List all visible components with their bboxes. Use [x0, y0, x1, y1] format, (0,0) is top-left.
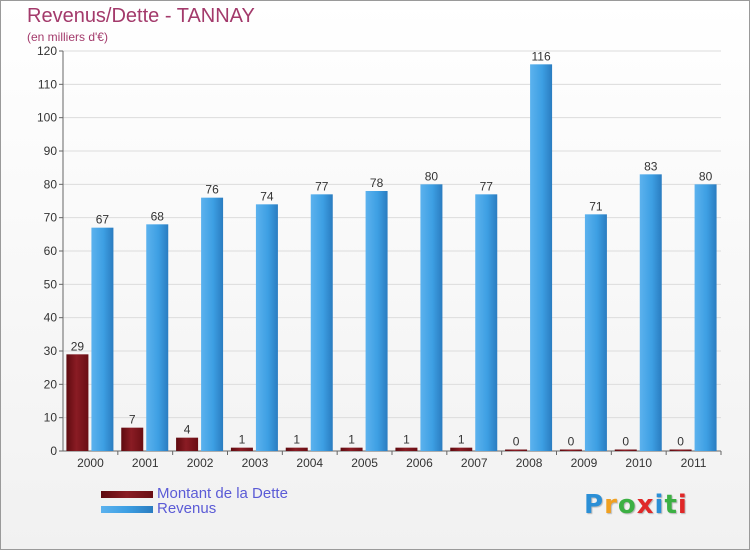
- legend-label-debt: Montant de la Dette: [157, 485, 288, 502]
- data-label-debt-2006: 1: [403, 433, 410, 447]
- labels: 0102030405060708090100110120296720007682…: [37, 44, 713, 470]
- data-label-debt-2010: 0: [622, 435, 629, 449]
- x-tick-label-2008: 2008: [516, 456, 543, 470]
- y-tick-label: 100: [37, 111, 57, 125]
- bar-revenus-2001: [146, 224, 169, 451]
- logo-letter: r: [604, 490, 618, 520]
- data-label-revenus-2010: 83: [644, 159, 658, 173]
- x-tick-label-2010: 2010: [625, 456, 652, 470]
- bar-revenus-2004: [310, 194, 333, 452]
- data-label-debt-2011: 0: [677, 435, 684, 449]
- bar-revenus-2010: [639, 174, 662, 452]
- data-label-revenus-2007: 77: [480, 179, 494, 193]
- bar-debt-2002: [176, 437, 199, 451]
- data-label-revenus-2004: 77: [315, 179, 329, 193]
- x-tick-label-2006: 2006: [406, 456, 433, 470]
- data-label-revenus-2001: 68: [151, 209, 165, 223]
- x-tick-label-2011: 2011: [681, 456, 707, 470]
- bar-debt-2000: [66, 354, 89, 451]
- bar-debt-2001: [121, 427, 144, 451]
- data-label-debt-2001: 7: [129, 413, 136, 427]
- bar-revenus-2008: [530, 64, 553, 452]
- data-label-debt-2005: 1: [348, 433, 355, 447]
- chart-title: Revenus/Dette - TANNAY: [27, 5, 255, 27]
- data-label-debt-2008: 0: [513, 435, 520, 449]
- data-label-debt-2000: 29: [71, 339, 85, 353]
- bar-debt-2008: [505, 449, 528, 451]
- logo-letter: i: [654, 490, 665, 520]
- x-tick-label-2007: 2007: [461, 456, 488, 470]
- y-tick-label: 90: [44, 144, 58, 158]
- data-label-debt-2003: 1: [239, 433, 246, 447]
- y-tick-label: 0: [50, 444, 57, 458]
- data-label-debt-2004: 1: [293, 433, 300, 447]
- y-tick-label: 40: [44, 311, 58, 325]
- x-tick-label-2004: 2004: [296, 456, 323, 470]
- bar-revenus-2009: [584, 214, 607, 451]
- bar-revenus-2000: [91, 227, 114, 451]
- legend-label-revenus: Revenus: [157, 500, 217, 517]
- bar-revenus-2002: [201, 197, 224, 451]
- data-label-debt-2007: 1: [458, 433, 465, 447]
- bar-debt-2009: [559, 449, 582, 451]
- x-tick-label-2009: 2009: [571, 456, 598, 470]
- bar-debt-2003: [230, 447, 253, 451]
- bars: [66, 64, 717, 452]
- legend-swatch-debt: [101, 491, 153, 498]
- logo-letter: P: [584, 490, 605, 520]
- bar-revenus-2005: [365, 191, 388, 451]
- y-tick-label: 120: [37, 44, 57, 58]
- chart-subtitle: (en milliers d'€): [27, 30, 108, 44]
- legend-swatch-revenus: [101, 506, 153, 513]
- bar-revenus-2007: [475, 194, 498, 452]
- x-tick-label-2000: 2000: [77, 456, 104, 470]
- y-tick-label: 20: [44, 377, 58, 391]
- data-label-debt-2009: 0: [568, 435, 575, 449]
- logo-letter: t: [664, 490, 678, 520]
- bar-revenus-2011: [694, 184, 717, 452]
- bar-debt-2004: [285, 447, 308, 451]
- data-label-revenus-2005: 78: [370, 176, 384, 190]
- y-tick-label: 60: [44, 244, 58, 258]
- x-tick-label-2001: 2001: [132, 456, 159, 470]
- data-label-revenus-2003: 74: [260, 189, 274, 203]
- data-label-revenus-2009: 71: [589, 199, 603, 213]
- y-tick-label: 70: [44, 211, 58, 225]
- bar-debt-2010: [614, 449, 637, 451]
- logo-letter: o: [617, 490, 637, 520]
- x-tick-label-2002: 2002: [187, 456, 214, 470]
- proxiti-logo: Proxiti: [584, 490, 688, 520]
- grid-lines: [63, 50, 721, 419]
- y-tick-label: 110: [38, 77, 57, 91]
- x-tick-label-2003: 2003: [242, 456, 269, 470]
- data-label-revenus-2000: 67: [96, 213, 110, 227]
- bar-debt-2011: [669, 449, 692, 451]
- bar-revenus-2006: [420, 184, 443, 452]
- data-label-revenus-2002: 76: [205, 183, 219, 197]
- logo-letter: x: [636, 490, 655, 520]
- y-tick-label: 80: [44, 177, 58, 191]
- data-label-revenus-2006: 80: [425, 169, 439, 183]
- bar-debt-2007: [450, 447, 473, 451]
- data-label-revenus-2008: 116: [532, 49, 551, 63]
- bar-revenus-2003: [255, 204, 278, 451]
- bar-debt-2006: [395, 447, 418, 451]
- bar-debt-2005: [340, 447, 363, 451]
- logo-letter: i: [677, 490, 688, 520]
- axes: [59, 50, 722, 455]
- data-label-revenus-2011: 80: [699, 169, 713, 183]
- y-tick-label: 10: [44, 411, 58, 425]
- y-tick-label: 30: [44, 344, 58, 358]
- data-label-debt-2002: 4: [184, 423, 191, 437]
- y-tick-label: 50: [44, 277, 58, 291]
- x-tick-label-2005: 2005: [351, 456, 378, 470]
